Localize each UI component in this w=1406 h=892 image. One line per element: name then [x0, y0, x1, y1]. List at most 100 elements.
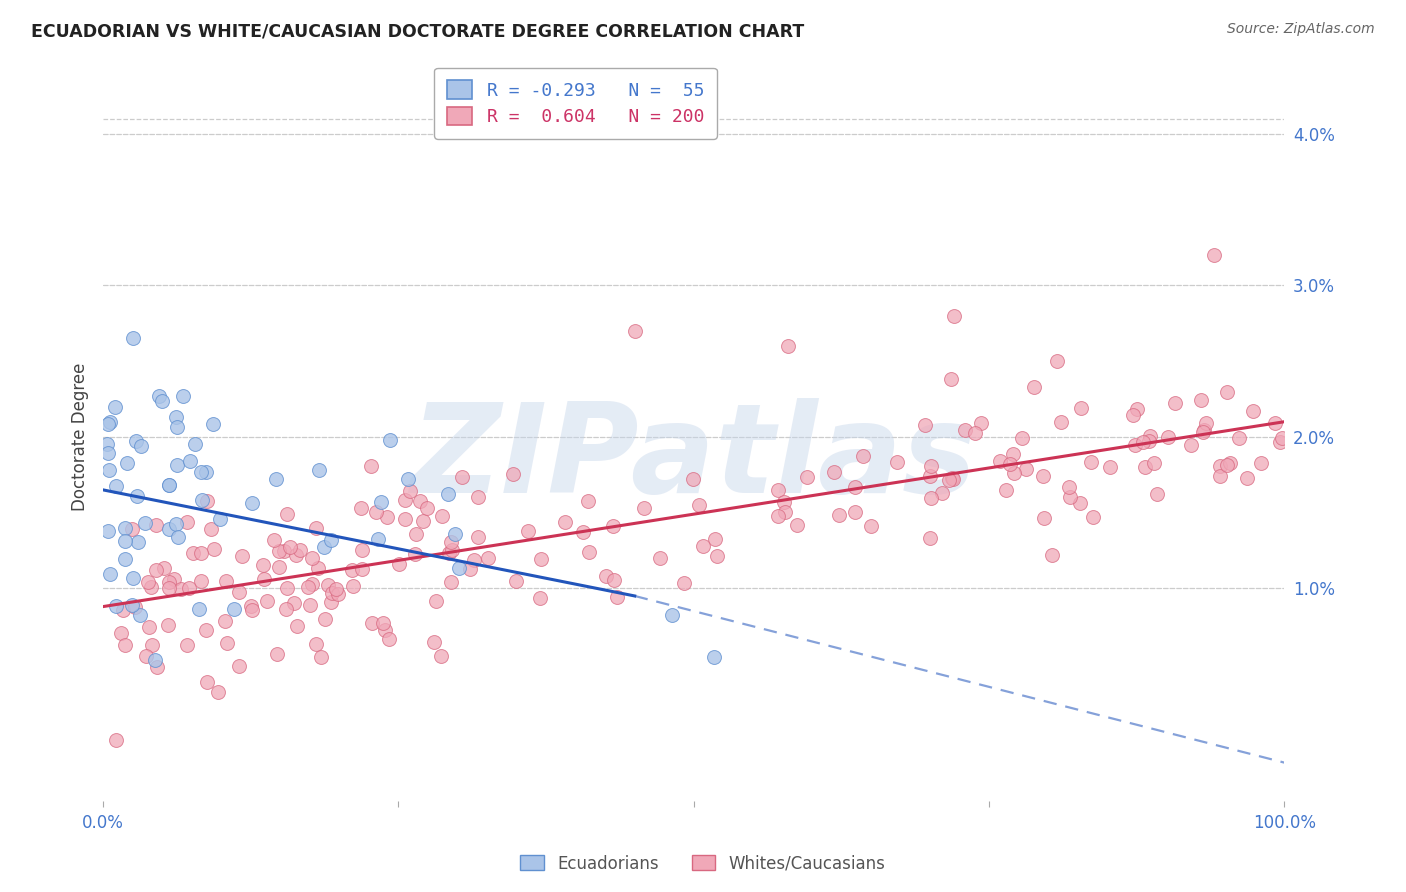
Point: [530, 552, 553, 566]
Point: [449, 561, 471, 575]
Point: [672, 575, 695, 590]
Point: [1271, 431, 1294, 445]
Point: [124, 599, 146, 614]
Point: [1133, 459, 1156, 474]
Point: [98, 415, 121, 429]
Point: [1194, 416, 1216, 430]
Point: [458, 562, 481, 576]
Point: [342, 563, 364, 577]
Point: [307, 561, 329, 575]
Point: [1001, 447, 1024, 461]
Point: [267, 544, 290, 558]
Point: [121, 571, 143, 585]
Point: [121, 331, 143, 345]
Point: [942, 309, 965, 323]
Point: [914, 417, 936, 432]
Point: [253, 573, 276, 587]
Point: [266, 647, 288, 661]
Point: [145, 563, 167, 577]
Point: [1216, 458, 1239, 472]
Point: [969, 416, 991, 430]
Point: [298, 598, 321, 612]
Point: [297, 580, 319, 594]
Point: [285, 619, 308, 633]
Point: [1123, 437, 1146, 451]
Point: [1209, 468, 1232, 483]
Point: [190, 546, 212, 560]
Point: [135, 649, 157, 664]
Point: [224, 601, 246, 615]
Point: [965, 426, 987, 441]
Point: [423, 635, 446, 649]
Point: [451, 469, 474, 483]
Point: [314, 540, 336, 554]
Point: [141, 638, 163, 652]
Point: [290, 543, 312, 558]
Point: [188, 601, 211, 615]
Point: [502, 467, 524, 482]
Point: [301, 577, 323, 591]
Point: [1080, 455, 1102, 469]
Point: [148, 389, 170, 403]
Point: [217, 636, 239, 650]
Point: [136, 575, 159, 590]
Point: [860, 519, 883, 533]
Point: [179, 454, 201, 468]
Point: [240, 603, 263, 617]
Point: [995, 483, 1018, 497]
Point: [114, 521, 136, 535]
Point: [202, 417, 225, 431]
Point: [439, 575, 461, 590]
Point: [439, 534, 461, 549]
Point: [215, 574, 238, 588]
Point: [505, 574, 527, 589]
Point: [176, 638, 198, 652]
Point: [361, 615, 384, 630]
Point: [326, 587, 349, 601]
Point: [1189, 393, 1212, 408]
Point: [264, 471, 287, 485]
Point: [157, 477, 180, 491]
Point: [440, 542, 463, 557]
Point: [1046, 354, 1069, 368]
Point: [766, 508, 789, 523]
Point: [1236, 470, 1258, 484]
Point: [852, 449, 875, 463]
Point: [688, 498, 710, 512]
Point: [1180, 438, 1202, 452]
Point: [380, 434, 402, 448]
Point: [1081, 509, 1104, 524]
Point: [844, 480, 866, 494]
Point: [121, 522, 143, 536]
Point: [104, 400, 127, 414]
Point: [1146, 487, 1168, 501]
Point: [1209, 458, 1232, 473]
Point: [202, 541, 225, 556]
Point: [844, 505, 866, 519]
Point: [828, 508, 851, 522]
Point: [305, 637, 328, 651]
Point: [157, 575, 180, 590]
Point: [1139, 428, 1161, 442]
Point: [425, 594, 447, 608]
Point: [437, 487, 460, 501]
Point: [920, 491, 942, 505]
Point: [285, 548, 308, 562]
Point: [1033, 511, 1056, 525]
Point: [578, 545, 600, 559]
Point: [1099, 460, 1122, 475]
Point: [953, 423, 976, 437]
Point: [633, 501, 655, 516]
Point: [256, 593, 278, 607]
Point: [409, 494, 432, 508]
Point: [314, 612, 336, 626]
Point: [349, 500, 371, 515]
Point: [603, 573, 626, 587]
Point: [263, 533, 285, 548]
Point: [112, 603, 135, 617]
Point: [308, 463, 330, 477]
Point: [1143, 457, 1166, 471]
Point: [195, 675, 218, 690]
Point: [823, 466, 845, 480]
Legend: R = -0.293   N =  55, R =  0.604   N = 200: R = -0.293 N = 55, R = 0.604 N = 200: [434, 68, 717, 139]
